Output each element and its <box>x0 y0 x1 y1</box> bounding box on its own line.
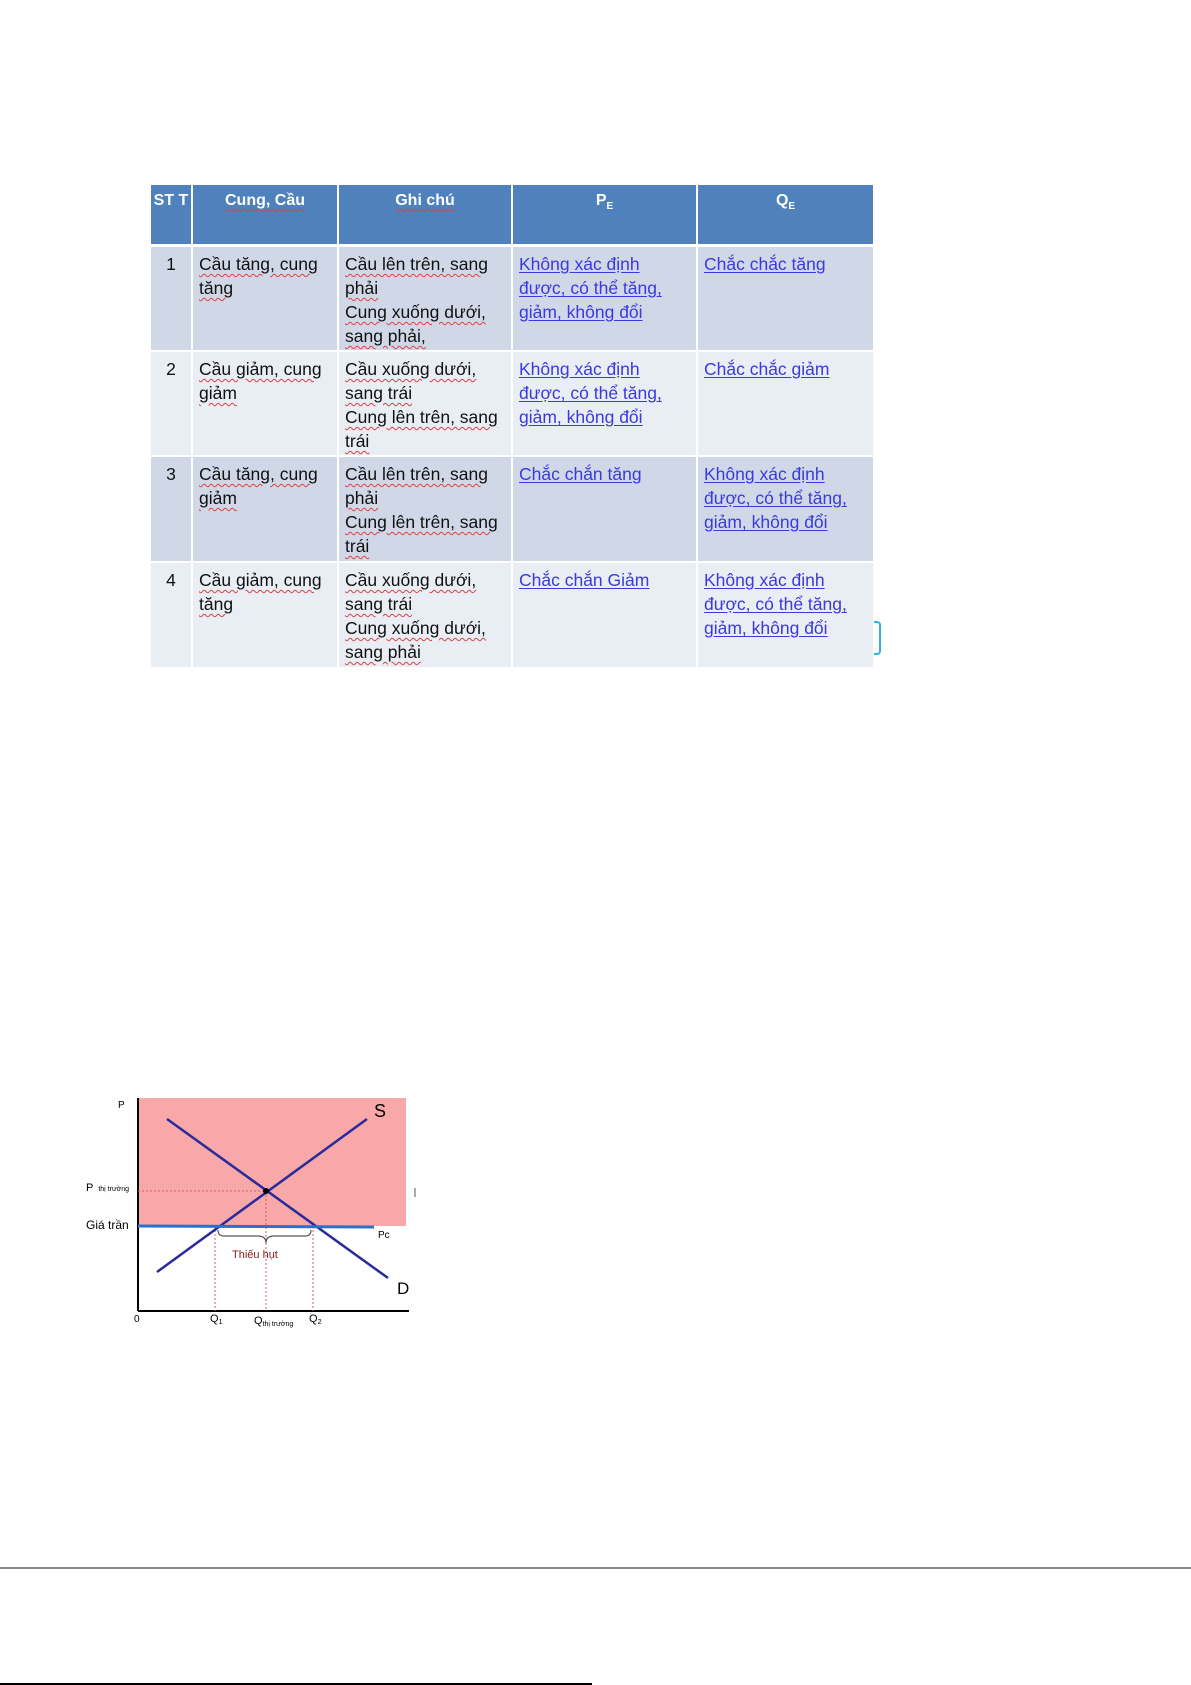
cell-pe: Không xác định được, có thể tăng, giảm, … <box>512 245 698 352</box>
table-row: 4 Cầu giảm, cung tăng Cầu xuống dưới, sa… <box>151 562 875 669</box>
cell-ghi-chu: Cầu lên trên, sang phải Cung lên trên, sa… <box>338 456 513 563</box>
p-market-sub: thị trường <box>98 1186 129 1193</box>
cung-cau-text: Cầu giảm, cung giảm <box>199 359 322 403</box>
header-ghi-chu-text: Ghi chú <box>395 192 455 209</box>
header-qe-sub: E <box>788 201 796 213</box>
table-row: 1 Cầu tăng, cung tăng Cầu lên trên, sang… <box>151 245 875 352</box>
ghi-chu-demand: Cầu lên trên, sang phải <box>345 254 489 298</box>
cell-pe: Không xác định được, có thể tăng, giảm, … <box>512 351 698 457</box>
q2-label: Q2 <box>309 1313 322 1326</box>
p-market-main: P <box>86 1182 93 1194</box>
cell-stt: 4 <box>151 562 193 669</box>
ghi-chu-supply: Cung xuống dưới, sang phải <box>345 618 486 662</box>
footnote-rule <box>0 1683 592 1685</box>
header-pe-text: P <box>595 192 607 209</box>
q-market-sub: thị trường <box>263 1321 294 1328</box>
cung-cau-text: Cầu tăng, cung tăng <box>199 254 318 298</box>
cell-stt: 1 <box>151 245 193 352</box>
shortage-brace <box>217 1229 312 1244</box>
header-stt: ST T <box>151 185 193 247</box>
ghi-chu-demand: Cầu xuống dưới, sang trái <box>345 359 477 403</box>
cell-ghi-chu: Cầu xuống dưới, sang trái Cung lên trên, … <box>338 351 513 457</box>
supply-curve <box>156 1117 368 1274</box>
cell-qe: Chắc chắc giảm <box>697 351 875 457</box>
cell-cung-cau: Cầu giảm, cung tăng <box>192 562 339 669</box>
pe-text: Không xác định được, có thể tăng, giảm, … <box>519 254 662 322</box>
supply-demand-table: ST T Cung, Cầu Ghi chú PE QE 1 Cầu tăng,… <box>151 185 875 669</box>
q-market-main: Q <box>254 1315 263 1327</box>
y-axis-label: P <box>118 1100 125 1111</box>
pe-text: Không xác định được, có thể tăng, giảm, … <box>519 359 662 427</box>
selection-bracket <box>874 621 881 655</box>
q-market-label: Qthị trường <box>254 1315 293 1328</box>
cell-pe: Chắc chắn tăng <box>512 456 698 563</box>
page-divider <box>0 1567 1191 1569</box>
cell-qe: Không xác định được, có thể tăng, giảm, … <box>697 562 875 669</box>
pe-text: Chắc chắn tăng <box>519 464 642 484</box>
cell-cung-cau: Cầu tăng, cung giảm <box>192 456 339 563</box>
cell-cung-cau: Cầu tăng, cung tăng <box>192 245 339 352</box>
cung-cau-text: Cầu giảm, cung tăng <box>199 570 322 614</box>
pe-text: Chắc chắn Giảm <box>519 570 650 590</box>
qe-text: Chắc chắc giảm <box>704 359 830 379</box>
shortage-label: Thiếu hụt <box>232 1249 278 1261</box>
table-header-row: ST T Cung, Cầu Ghi chú PE QE <box>151 185 875 247</box>
equilibrium-point <box>263 1188 269 1194</box>
cell-cung-cau: Cầu giảm, cung giảm <box>192 351 339 457</box>
demand-label: D <box>397 1279 409 1298</box>
ghi-chu-supply: Cung lên trên, sang trái <box>345 407 498 451</box>
header-qe-text: Q <box>775 192 789 209</box>
qe-text: Chắc chắc tăng <box>704 254 826 274</box>
table-row: 2 Cầu giảm, cung giảm Cầu xuống dưới, sa… <box>151 351 875 457</box>
q1-main: Q <box>210 1313 219 1325</box>
header-cung-cau: Cung, Cầu <box>192 185 339 247</box>
ghi-chu-demand: Cầu lên trên, sang phải <box>345 464 489 508</box>
header-pe-sub: E <box>606 201 614 213</box>
q1-label: Q1 <box>210 1313 223 1326</box>
ghi-chu-supply: Cung lên trên, sang trái <box>345 512 498 556</box>
qe-text: Không xác định được, có thể tăng, giảm, … <box>704 464 847 532</box>
origin-label: 0 <box>134 1314 140 1325</box>
cell-stt: 2 <box>151 351 193 457</box>
cell-stt: 3 <box>151 456 193 563</box>
ghi-chu-demand: Cầu xuống dưới, sang trái <box>345 570 477 614</box>
header-qe: QE <box>697 185 875 247</box>
qe-text: Không xác định được, có thể tăng, giảm, … <box>704 570 847 638</box>
supply-label: S <box>374 1101 386 1121</box>
demand-curve <box>166 1117 389 1280</box>
cell-ghi-chu: Cầu lên trên, sang phải Cung xuống dưới, … <box>338 245 513 352</box>
pink-region <box>138 1098 406 1226</box>
pc-label: Pc <box>378 1230 390 1241</box>
header-pe: PE <box>512 185 698 247</box>
header-ghi-chu: Ghi chú <box>338 185 513 247</box>
cell-ghi-chu: Cầu xuống dưới, sang trái Cung xuống dưới… <box>338 562 513 669</box>
ceiling-label: Giá trần <box>86 1218 129 1232</box>
cell-qe: Chắc chắc tăng <box>697 245 875 352</box>
q2-main: Q <box>309 1313 318 1325</box>
header-cung-cau-text: Cung, Cầu <box>225 192 305 209</box>
cell-pe: Chắc chắn Giảm <box>512 562 698 669</box>
ghi-chu-supply: Cung xuống dưới, sang phải, <box>345 302 486 346</box>
q1-sub: 1 <box>219 1319 223 1326</box>
table-row: 3 Cầu tăng, cung giảm Cầu lên trên, sang… <box>151 456 875 563</box>
cell-qe: Không xác định được, có thể tăng, giảm, … <box>697 456 875 563</box>
q2-sub: 2 <box>318 1319 322 1326</box>
cung-cau-text: Cầu tăng, cung giảm <box>199 464 318 508</box>
price-ceiling-line <box>137 1224 375 1229</box>
